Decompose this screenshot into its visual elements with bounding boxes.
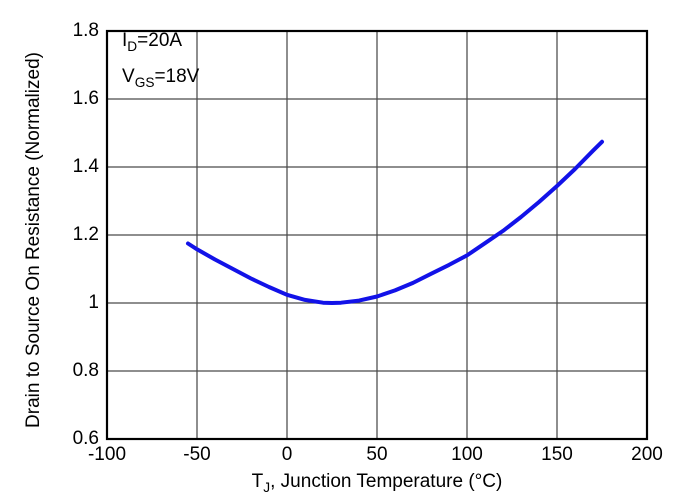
x-axis-title-subscript: J <box>263 479 271 495</box>
x-tick-label: 150 <box>541 444 573 465</box>
x-tick-label: -100 <box>87 444 127 465</box>
annotation-symbol: I <box>122 30 128 51</box>
y-tick-label: 0.8 <box>72 359 99 381</box>
annotation-symbol: V <box>122 65 135 87</box>
y-tick-label: 1.6 <box>72 87 99 109</box>
gridlines <box>107 31 647 439</box>
annotation-value: =18V <box>154 65 200 87</box>
y-axis-title: Drain to Source On Resistance (Normalize… <box>23 52 44 428</box>
annotation-conditions: ID=20A VGS=18V <box>122 26 199 98</box>
annotation-line-vgs: VGS=18V <box>122 62 199 98</box>
y-tick-label: 1.2 <box>72 223 99 245</box>
x-tick-label: 200 <box>631 444 663 465</box>
x-axis-title-symbol: T <box>251 471 264 492</box>
y-tick-label: 1 <box>88 291 99 313</box>
x-axis-title-text: , Junction Temperature (°C) <box>270 471 503 492</box>
annotation-value: =20A <box>137 30 183 51</box>
plot-border <box>105 29 649 441</box>
y-tick-label: 1.4 <box>72 155 99 177</box>
annotation-subscript: D <box>127 38 138 54</box>
y-tick-label: 0.6 <box>72 427 99 449</box>
x-axis-title: TJ, Junction Temperature (°C) <box>107 471 647 499</box>
annotation-subscript: GS <box>134 74 155 90</box>
x-tick-label: 50 <box>366 444 388 465</box>
x-tick-label: -50 <box>183 444 211 465</box>
x-tick-label: 100 <box>451 444 483 465</box>
data-curve <box>186 139 604 305</box>
x-tick-label: 0 <box>281 444 293 465</box>
y-tick-label: 1.8 <box>72 19 99 41</box>
annotation-line-id: ID=20A <box>122 26 199 62</box>
